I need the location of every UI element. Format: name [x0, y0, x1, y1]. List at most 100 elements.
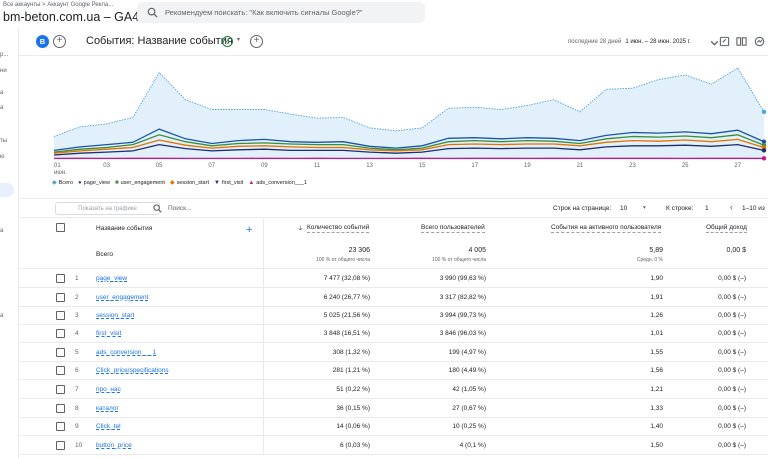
- column-header-total-users[interactable]: Всего пользователей: [421, 224, 485, 233]
- date-range-picker[interactable]: последние 28 дней 1 июн. – 28 июн. 2025 г…: [568, 39, 691, 45]
- table-row[interactable]: 1 page_view 7 477 (32,08 %) 3 990 (99,63 %)…: [19, 269, 768, 288]
- series-end-marker: [761, 109, 767, 114]
- table-row[interactable]: 3 session_start 5 025 (21,56 %) 3 994 (99,7…: [19, 306, 768, 325]
- row-checkbox[interactable]: [56, 311, 65, 320]
- event-count-cell: 5 025 (21,56 %): [323, 312, 370, 319]
- table-row[interactable]: 7 про_нас 51 (0,22 %) 42 (1,05 %) 1,21 0,00 $…: [19, 380, 768, 399]
- event-count-cell: 7 477 (32,08 %): [323, 275, 370, 282]
- x-tick-label: 03: [103, 163, 110, 169]
- event-count-cell: 6 240 (26,77 %): [323, 294, 370, 301]
- event-name-link[interactable]: first_visit: [96, 330, 122, 337]
- row-checkbox[interactable]: [56, 441, 65, 450]
- legend-item[interactable]: ◆ Всего: [52, 179, 73, 186]
- pagination-range: 1–10 из: [742, 205, 765, 212]
- row-checkbox[interactable]: [56, 385, 65, 394]
- page-title: События: Название события: [86, 35, 233, 47]
- row-checkbox[interactable]: [56, 404, 65, 413]
- chevron-down-icon[interactable]: ▾: [237, 37, 241, 43]
- legend-item[interactable]: ● page_view: [78, 180, 110, 186]
- table-row[interactable]: 5 ads_conversion___1 308 (1,32 %) 199 (4,97…: [19, 343, 768, 362]
- event-name-link[interactable]: Click_tel: [96, 423, 121, 430]
- x-tick-label: 09: [261, 163, 268, 169]
- search-input[interactable]: Рекомендуем поискать: "Как включить сигн…: [137, 2, 425, 23]
- rows-per-page-select[interactable]: 10: [620, 205, 628, 212]
- rail-item[interactable]: ты: [0, 138, 8, 144]
- revenue-cell: 0,00 $ (–): [718, 367, 746, 374]
- account-selector[interactable]: bm-beton.com.ua – GA4▾: [3, 10, 145, 24]
- total-users-cell: 180 (4,49 %): [448, 367, 486, 374]
- legend-item[interactable]: ▼ first_visit: [214, 180, 243, 186]
- table-row[interactable]: 2 user_engagement 6 240 (26,77 %) 3 317 (82…: [19, 288, 768, 307]
- chevron-down-icon[interactable]: [709, 37, 720, 48]
- add-filter-icon[interactable]: +: [250, 35, 263, 48]
- rail-item[interactable]: а: [0, 90, 4, 96]
- add-comparison-icon[interactable]: +: [53, 35, 66, 48]
- legend-item[interactable]: ◆ session_start: [170, 179, 209, 186]
- row-checkbox[interactable]: [56, 329, 65, 338]
- account-name: bm-beton.com.ua – GA4: [3, 10, 140, 24]
- series-line-2: [53, 128, 765, 152]
- chevron-down-icon[interactable]: ▾: [643, 205, 646, 211]
- row-number: 3: [75, 312, 79, 319]
- legend-marker-icon: ▲: [248, 180, 255, 186]
- row-checkbox[interactable]: [56, 348, 65, 357]
- rail-item[interactable]: а: [0, 105, 4, 111]
- event-name-link[interactable]: session_start: [96, 312, 135, 319]
- column-header-events-per-user[interactable]: События на активного пользователя: [551, 224, 662, 233]
- event-name-link[interactable]: user_engagement: [96, 294, 149, 301]
- column-divider: [263, 361, 264, 380]
- row-number: 7: [75, 386, 79, 393]
- plot-rows-button[interactable]: Показать на графике: [55, 202, 160, 215]
- x-tick-sublabel: июн.: [54, 170, 67, 176]
- compare-icon[interactable]: [736, 36, 747, 47]
- event-name-link[interactable]: page_view: [96, 275, 128, 282]
- totals-users-sub: 100 % от общего числа: [432, 257, 486, 263]
- column-divider: [263, 436, 264, 455]
- edit-report-icon[interactable]: [719, 36, 730, 47]
- event-name-link[interactable]: ads_conversion___1: [96, 349, 156, 356]
- event-count-cell: 6 (0,03 %): [340, 442, 370, 449]
- event-name-link[interactable]: button_price: [96, 442, 132, 449]
- event-name-link[interactable]: Click_price/specifications: [96, 367, 169, 374]
- legend-label: page_view: [83, 180, 110, 186]
- rail-item[interactable]: а: [0, 228, 4, 234]
- breadcrumb[interactable]: Все аккаунты > Аккаунт Google Рекла...: [3, 2, 114, 8]
- row-checkbox[interactable]: [56, 293, 65, 302]
- rail-item[interactable]: ю: [0, 154, 5, 160]
- comparison-avatar[interactable]: B: [36, 35, 49, 48]
- revenue-cell: 0,00 $ (–): [718, 275, 746, 282]
- sort-desc-icon[interactable]: 🡣: [298, 225, 303, 232]
- revenue-cell: 0,00 $ (–): [718, 294, 746, 301]
- event-name-link[interactable]: каталог: [96, 405, 119, 412]
- legend-item[interactable]: ▲ ads_conversion___1: [248, 180, 307, 186]
- row-checkbox[interactable]: [56, 422, 65, 431]
- table-row[interactable]: 8 каталог 36 (0,15 %) 27 (0,67 %) 1,33 0,00 $…: [19, 399, 768, 418]
- insights-icon[interactable]: [754, 36, 765, 47]
- rail-item[interactable]: р...: [0, 52, 9, 58]
- column-header-event-name[interactable]: Название события: [96, 225, 153, 232]
- row-number: 5: [75, 349, 79, 356]
- table-search-input[interactable]: Поиск...: [168, 205, 192, 212]
- table-row[interactable]: 6 Click_price/specifications 281 (1,21 %) 1…: [19, 361, 768, 380]
- rail-item[interactable]: а: [0, 313, 4, 319]
- table-row[interactable]: 9 Click_tel 14 (0,06 %) 10 (0,25 %) 1,40 0,00…: [19, 417, 768, 436]
- total-users-cell: 42 (1,05 %): [452, 386, 486, 393]
- column-divider: [263, 324, 264, 343]
- row-checkbox[interactable]: [56, 366, 65, 375]
- column-header-revenue[interactable]: Общий доход: [706, 224, 747, 233]
- table-row[interactable]: 4 first_visit 3 848 (16,51 %) 3 846 (96,03 …: [19, 324, 768, 343]
- row-checkbox[interactable]: [56, 274, 65, 283]
- select-all-checkbox[interactable]: [56, 223, 65, 232]
- legend-marker-icon: ◆: [169, 180, 175, 186]
- legend-marker-icon: ●: [78, 180, 82, 186]
- events-per-user-cell: 1,90: [650, 275, 663, 282]
- goto-row-input[interactable]: 1: [705, 205, 709, 212]
- chevron-left-icon[interactable]: ‹: [730, 202, 733, 212]
- event-count-cell: 14 (0,06 %): [336, 423, 370, 430]
- legend-item[interactable]: ■ user_engagement: [115, 180, 165, 186]
- rail-item[interactable]: ни: [0, 68, 7, 74]
- column-header-event-count[interactable]: Количество событий: [307, 224, 370, 233]
- add-dimension-icon[interactable]: +: [246, 224, 253, 236]
- table-row[interactable]: 10 button_price 6 (0,03 %) 4 (0,1 %) 1,50 0,0…: [19, 436, 768, 455]
- event-name-link[interactable]: про_нас: [96, 386, 121, 393]
